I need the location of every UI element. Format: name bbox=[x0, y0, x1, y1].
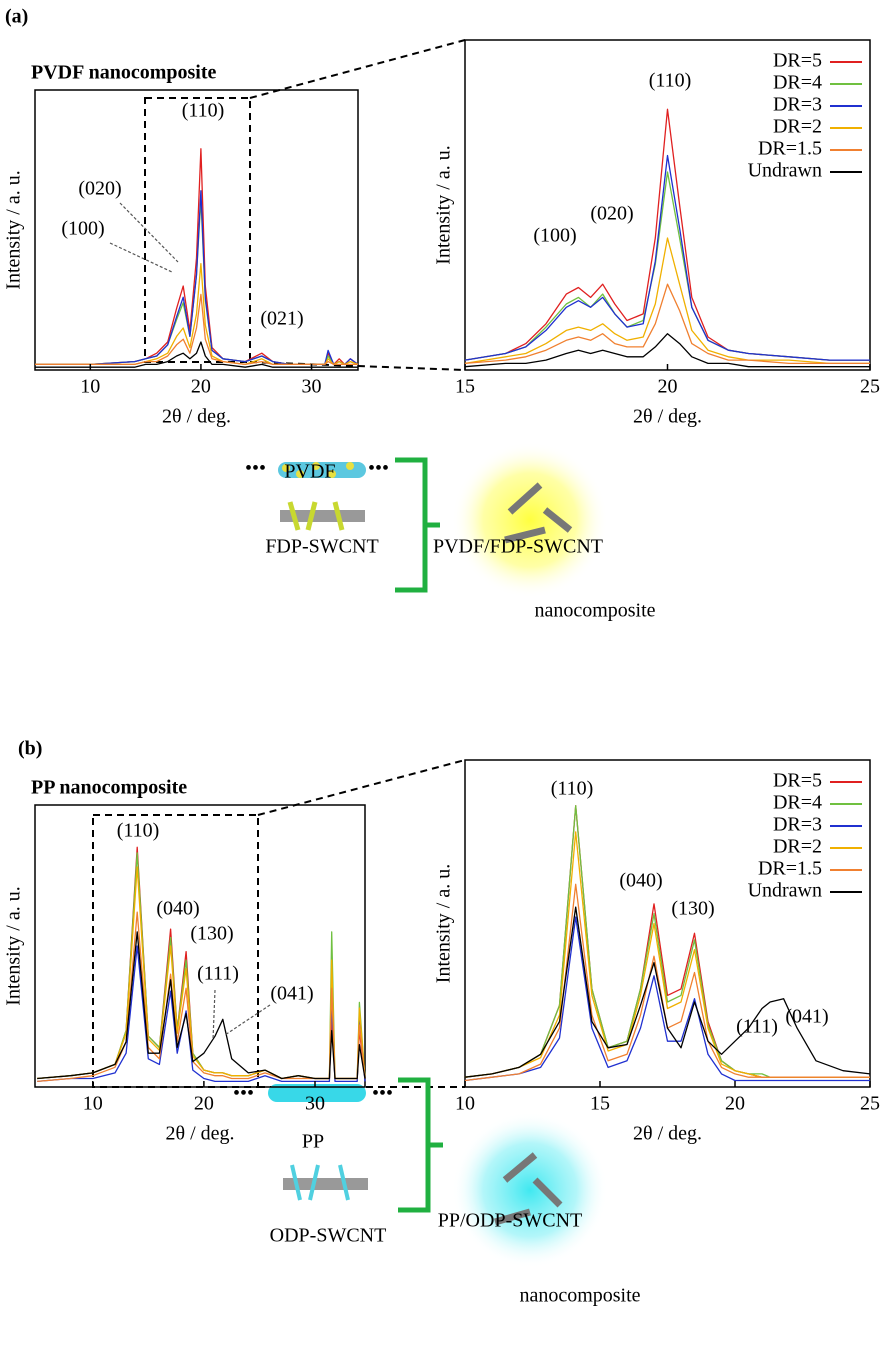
data-line bbox=[464, 333, 870, 368]
legend-label: DR=2 bbox=[773, 116, 822, 138]
x-tick-label: 20 bbox=[725, 1093, 745, 1115]
x-tick-label: 20 bbox=[194, 1093, 214, 1115]
peak-label: (041) bbox=[785, 1006, 828, 1028]
y-axis-label: Intensity / a. u. bbox=[3, 170, 25, 289]
x-tick-label: 10 bbox=[455, 1093, 475, 1115]
data-line bbox=[464, 883, 870, 1082]
peak-label: (110) bbox=[649, 70, 692, 92]
peak-label: (020) bbox=[78, 178, 121, 200]
peak-label: (021) bbox=[260, 308, 303, 330]
x-tick-label: 20 bbox=[191, 376, 211, 398]
data-line bbox=[35, 293, 358, 366]
peak-label: (040) bbox=[619, 870, 662, 892]
label: nanocomposite bbox=[519, 1285, 640, 1307]
peak-label: (041) bbox=[270, 983, 313, 1005]
x-tick-label: 20 bbox=[658, 376, 678, 398]
plot-frame bbox=[34, 89, 359, 371]
y-axis-label: Intensity / a. u. bbox=[433, 145, 455, 264]
label: ODP-SWCNT bbox=[270, 1225, 387, 1247]
label: nanocomposite bbox=[534, 600, 655, 622]
y-axis-label: Intensity / a. u. bbox=[3, 886, 25, 1005]
legend-label: DR=5 bbox=[773, 770, 822, 792]
data-line bbox=[464, 916, 870, 1082]
x-tick-label: 15 bbox=[590, 1093, 610, 1115]
legend-label: DR=5 bbox=[773, 50, 822, 72]
legend-label: DR=3 bbox=[773, 814, 822, 836]
chart-title: PVDF nanocomposite bbox=[31, 62, 216, 84]
panel-label: (a) bbox=[5, 6, 28, 28]
x-axis-label: 2θ / deg. bbox=[165, 1123, 234, 1145]
bracket bbox=[395, 457, 440, 593]
legend-label: Undrawn bbox=[748, 880, 822, 902]
legend-label: DR=1.5 bbox=[758, 138, 822, 160]
leader-line bbox=[224, 1004, 271, 1036]
chart-title: PP nanocomposite bbox=[31, 777, 187, 799]
x-tick-label: 30 bbox=[305, 1093, 325, 1115]
diagram: ••• ••• PP ODP-SWCNT PP/ODP-SWCNT nanoco… bbox=[233, 1077, 641, 1307]
data-line bbox=[37, 931, 366, 1080]
data-line bbox=[37, 911, 366, 1083]
data-line bbox=[464, 237, 870, 365]
ellipsis: ••• bbox=[233, 1083, 254, 1105]
plot-frame bbox=[34, 804, 366, 1088]
data-line bbox=[464, 154, 870, 361]
peak-label: (100) bbox=[533, 225, 576, 247]
peak-label: (110) bbox=[551, 778, 594, 800]
legend-label: DR=1.5 bbox=[758, 858, 822, 880]
x-tick-label: 10 bbox=[80, 376, 100, 398]
label: FDP-SWCNT bbox=[265, 536, 378, 558]
label: PVDF/FDP-SWCNT bbox=[433, 536, 603, 558]
peak-label: (100) bbox=[61, 218, 104, 240]
label: PVDF bbox=[284, 461, 335, 483]
peak-label: (020) bbox=[590, 203, 633, 225]
x-axis-label: 2θ / deg. bbox=[633, 1123, 702, 1145]
data-line bbox=[35, 190, 359, 366]
peak-label: (110) bbox=[182, 100, 225, 122]
legend-label: DR=4 bbox=[773, 792, 822, 814]
data-line bbox=[464, 171, 870, 361]
leader-line bbox=[212, 989, 216, 1041]
legend-label: DR=4 bbox=[773, 72, 822, 94]
peak-label: (040) bbox=[156, 898, 199, 920]
data-line bbox=[35, 341, 358, 368]
nanotube-icon bbox=[280, 510, 365, 522]
data-line bbox=[464, 906, 871, 1078]
peak-label: (130) bbox=[671, 898, 714, 920]
peak-label: (110) bbox=[117, 820, 160, 842]
leader-line bbox=[119, 202, 179, 263]
leader-line bbox=[109, 242, 173, 273]
peak-label: (111) bbox=[197, 963, 239, 985]
glow bbox=[452, 442, 608, 598]
x-tick-label: 15 bbox=[455, 376, 475, 398]
peak-label: (130) bbox=[190, 923, 233, 945]
x-tick-label: 25 bbox=[860, 376, 880, 398]
polymer-icon bbox=[268, 1084, 366, 1102]
label: PP/ODP-SWCNT bbox=[438, 1210, 582, 1232]
x-tick-label: 10 bbox=[83, 1093, 103, 1115]
ellipsis: ••• bbox=[368, 458, 389, 480]
x-axis-label: 2θ / deg. bbox=[633, 406, 702, 428]
peak-label: (111) bbox=[736, 1016, 778, 1038]
ellipsis: ••• bbox=[245, 458, 266, 480]
ellipsis: ••• bbox=[372, 1083, 393, 1105]
x-axis-label: 2θ / deg. bbox=[162, 406, 231, 428]
legend-label: DR=3 bbox=[773, 94, 822, 116]
bracket bbox=[398, 1077, 443, 1213]
label: PP bbox=[302, 1131, 324, 1153]
x-tick-label: 25 bbox=[860, 1093, 880, 1115]
y-axis-label: Intensity / a. u. bbox=[433, 864, 455, 983]
plot-frame bbox=[464, 759, 871, 1088]
panel-label: (b) bbox=[18, 738, 42, 760]
data-line bbox=[464, 283, 870, 365]
zoom-guides bbox=[92, 39, 466, 1088]
x-tick-label: 30 bbox=[302, 376, 322, 398]
legend-label: Undrawn bbox=[748, 160, 822, 182]
diagram: ••• ••• PVDF FDP-SWCNT PVDF/FDP-SWCNT na… bbox=[245, 442, 656, 622]
legend-label: DR=2 bbox=[773, 836, 822, 858]
glow bbox=[452, 1112, 608, 1268]
